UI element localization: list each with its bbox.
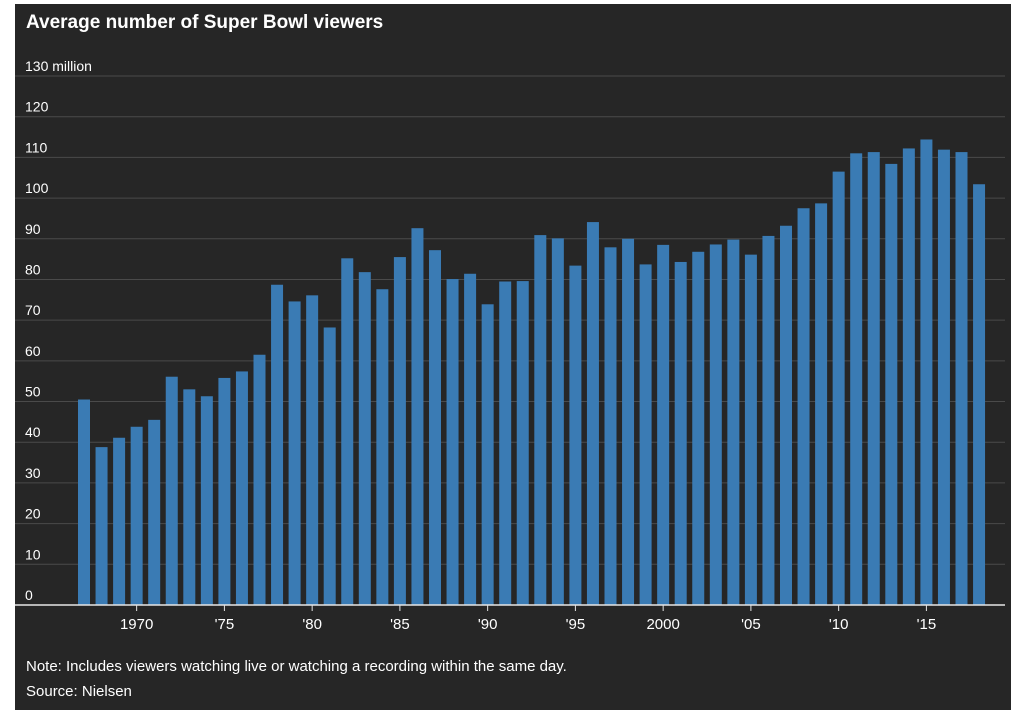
bar <box>306 295 319 605</box>
bar <box>393 257 406 605</box>
bar <box>709 244 722 605</box>
bar <box>797 208 810 605</box>
bar <box>639 264 652 605</box>
bar <box>288 301 301 605</box>
bar <box>604 247 617 605</box>
bar <box>832 171 845 605</box>
bar <box>253 354 266 605</box>
bar <box>920 139 933 606</box>
bar <box>551 238 564 605</box>
bar <box>516 281 529 605</box>
y-tick-label: 70 <box>25 302 41 318</box>
bar <box>481 304 494 605</box>
bar <box>815 203 828 605</box>
bar <box>586 222 599 605</box>
bar <box>183 389 196 605</box>
x-tick-label: '90 <box>478 616 498 633</box>
bar <box>148 419 161 605</box>
bar <box>165 376 178 605</box>
bar <box>358 272 371 605</box>
bar <box>271 284 284 605</box>
y-tick-label: 120 <box>25 99 49 115</box>
bar <box>885 163 898 605</box>
x-tick-label: 2000 <box>646 616 679 633</box>
bar <box>341 258 354 605</box>
y-tick-label: 20 <box>25 506 41 522</box>
bar <box>130 426 143 605</box>
y-tick-label: 30 <box>25 465 41 481</box>
y-tick-label: 10 <box>25 546 41 562</box>
bar <box>429 250 441 605</box>
x-tick-label: '80 <box>302 616 322 633</box>
chart-note: Note: Includes viewers watching live or … <box>26 658 567 675</box>
bar <box>95 447 108 605</box>
bar <box>762 235 775 605</box>
x-tick-label: '75 <box>215 616 235 633</box>
bar <box>78 399 90 605</box>
bar <box>780 225 792 606</box>
bar <box>955 152 968 606</box>
x-tick-label: '95 <box>566 616 586 633</box>
bar <box>692 251 705 605</box>
bar <box>446 279 459 605</box>
x-tick-label: '10 <box>829 616 849 633</box>
y-tick-label: 40 <box>25 424 41 440</box>
bar <box>727 239 740 606</box>
bar <box>499 281 512 605</box>
bar <box>850 153 863 606</box>
bar <box>902 148 915 605</box>
bar <box>376 289 389 605</box>
y-tick-label: 100 <box>25 180 49 196</box>
chart-source: Source: Nielsen <box>26 683 132 700</box>
x-tick-label: 1970 <box>120 616 153 633</box>
bar <box>937 149 950 605</box>
bar <box>464 273 477 605</box>
bar <box>235 371 248 605</box>
bar <box>973 184 986 606</box>
y-tick-label: 0 <box>25 587 33 603</box>
y-tick-label: 50 <box>25 384 41 400</box>
x-tick-label: '05 <box>741 616 761 633</box>
bar <box>218 377 231 605</box>
chart-title: Average number of Super Bowl viewers <box>26 12 384 33</box>
y-tick-label: 110 <box>25 139 48 155</box>
bar <box>411 228 424 606</box>
bar-chart: 0 10 20 30 40 50 60 70 80 90 100 110 120 130 million 1… <box>15 58 1005 633</box>
x-tick-label: '15 <box>917 616 937 633</box>
bar <box>867 152 880 606</box>
y-tick-label: 130 million <box>25 58 92 74</box>
x-tick-label: '85 <box>390 616 410 633</box>
bar <box>657 244 670 605</box>
y-tick-label: 80 <box>25 261 41 277</box>
bar <box>200 396 213 605</box>
y-tick-label: 60 <box>25 343 41 359</box>
y-tick-label: 90 <box>25 221 41 237</box>
bar <box>674 261 687 605</box>
bar <box>534 235 547 605</box>
bar <box>323 327 336 605</box>
bar <box>622 238 635 605</box>
bar <box>569 265 582 605</box>
bar <box>744 254 757 606</box>
chart-panel: Average number of Super Bowl viewers 0 10… <box>15 4 1011 710</box>
bar <box>113 437 126 605</box>
